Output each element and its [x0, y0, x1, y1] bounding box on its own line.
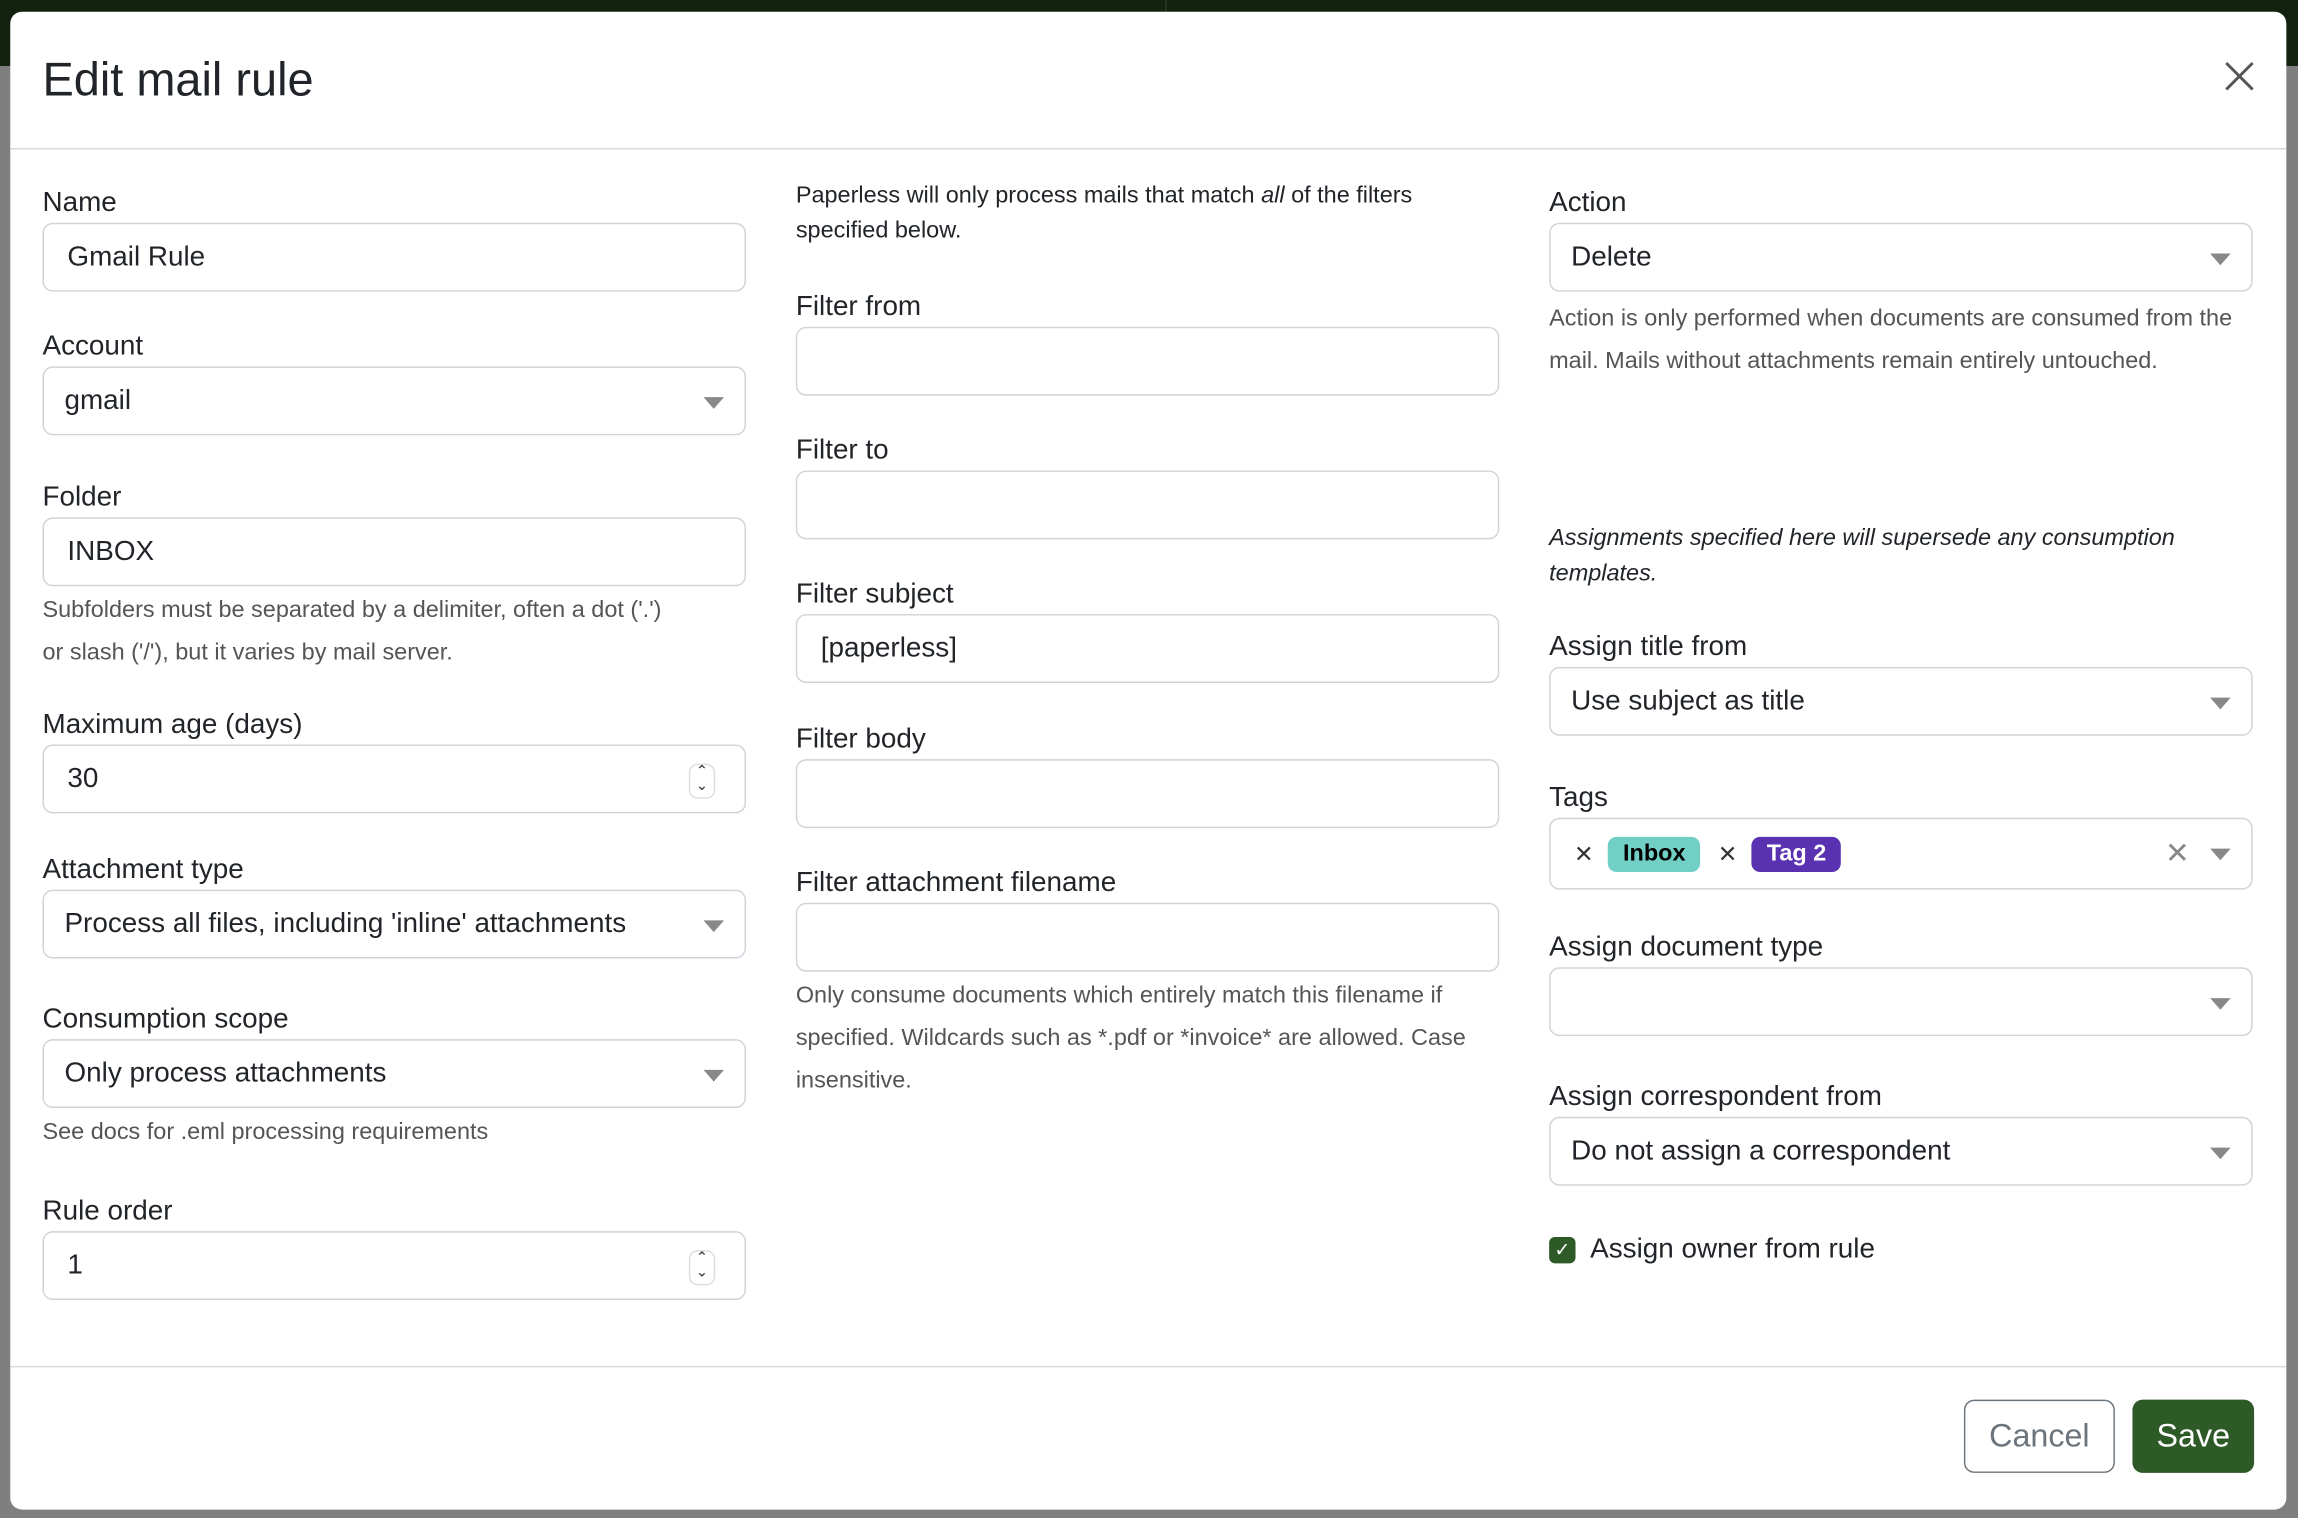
tags-select[interactable]: ✕ Inbox ✕ Tag 2 ✕: [1549, 817, 2253, 890]
max-age-input[interactable]: 30 ⌃ ⌄: [42, 744, 746, 814]
filter-attachment-field: Filter attachment filename Only consume …: [795, 865, 1500, 1102]
assign-title-value: Use subject as title: [1571, 685, 1805, 716]
folder-label: Folder: [42, 482, 122, 513]
modal-header: Edit mail rule: [10, 12, 2287, 150]
assignments-note: Assignments specified here will supersed…: [1549, 526, 2175, 587]
stepper-icon[interactable]: ⌃ ⌄: [688, 763, 716, 799]
filters-intro: Paperless will only process mails that m…: [796, 179, 1499, 249]
correspondent-field: Assign correspondent from Do not assign …: [1549, 1079, 2253, 1186]
name-input[interactable]: Gmail Rule: [42, 222, 746, 292]
consumption-scope-label: Consumption scope: [42, 1003, 289, 1035]
folder-help-line: or slash ('/'), but it varies by mail se…: [42, 640, 453, 666]
tags-field: Tags ✕ Inbox ✕ Tag 2 ✕: [1549, 780, 2253, 890]
max-age-label: Maximum age (days): [42, 709, 303, 741]
close-icon[interactable]: [2222, 59, 2257, 94]
tags-label: Tags: [1549, 782, 1608, 814]
modal-footer: Cancel Save: [10, 1365, 2287, 1511]
name-field: Name Gmail Rule: [42, 185, 746, 292]
rule-order-label: Rule order: [42, 1195, 173, 1227]
account-value: gmail: [64, 384, 132, 416]
stepper-icon[interactable]: ⌃ ⌄: [688, 1250, 716, 1286]
action-help: Action is only performed when documents …: [1549, 306, 2233, 374]
folder-help-line: Subfolders must be separated by a delimi…: [42, 597, 662, 623]
attachment-type-value: Process all files, including 'inline' at…: [64, 907, 627, 939]
consumption-scope-select[interactable]: Only process attachments: [42, 1039, 746, 1108]
caret-down-icon: [703, 1069, 725, 1082]
action-value: Delete: [1571, 241, 1652, 272]
assign-title-label: Assign title from: [1549, 631, 1748, 663]
doc-type-field: Assign document type: [1549, 929, 2253, 1037]
consumption-scope-field: Consumption scope Only process attachmen…: [42, 1001, 746, 1153]
intro-text: of the filters specified below.: [795, 183, 1413, 244]
intro-emphasis: all: [1261, 183, 1285, 209]
filter-subject-label: Filter subject: [795, 578, 954, 610]
filter-subject-input[interactable]: [paperless]: [795, 614, 1500, 683]
account-label: Account: [42, 331, 144, 363]
checkmark-icon[interactable]: ✓: [1549, 1236, 1576, 1264]
rule-order-input[interactable]: 1 ⌃ ⌄: [42, 1231, 746, 1300]
assign-title-field: Assign title from Use subject as title: [1549, 629, 2253, 736]
assign-owner-label: Assign owner from rule: [1590, 1234, 1875, 1265]
caret-down-icon: [703, 920, 725, 933]
action-select[interactable]: Delete: [1549, 222, 2253, 292]
filter-attachment-help: Only consume documents which entirely ma…: [795, 983, 1466, 1094]
max-age-value: 30: [67, 762, 99, 794]
edit-mail-rule-dialog: Edit mail rule Name Gmail Rule Account g…: [10, 11, 2287, 1511]
filter-to-label: Filter to: [795, 435, 889, 467]
name-label: Name: [42, 187, 117, 219]
correspondent-value: Do not assign a correspondent: [1571, 1135, 1951, 1166]
attachment-type-select[interactable]: Process all files, including 'inline' at…: [42, 889, 746, 959]
caret-down-icon: [703, 397, 725, 409]
caret-down-icon: [2210, 253, 2231, 266]
attachment-type-field: Attachment type Process all files, inclu…: [42, 852, 746, 959]
filter-attachment-input[interactable]: [795, 902, 1500, 972]
filter-body-input[interactable]: [795, 759, 1500, 829]
correspondent-label: Assign correspondent from: [1549, 1081, 1882, 1113]
attachment-type-label: Attachment type: [42, 854, 244, 886]
filter-from-field: Filter from: [795, 289, 1500, 396]
filter-attachment-label: Filter attachment filename: [795, 867, 1117, 899]
filter-to-input[interactable]: [795, 470, 1500, 540]
folder-input[interactable]: INBOX: [42, 517, 746, 587]
remove-tag-icon[interactable]: ✕: [1574, 841, 1594, 867]
caret-down-icon: [2210, 697, 2231, 710]
filter-subject-field: Filter subject [paperless]: [795, 576, 1500, 683]
filter-body-label: Filter body: [795, 724, 926, 755]
folder-help: Subfolders must be separated by a delimi…: [43, 589, 746, 674]
filter-from-label: Filter from: [795, 291, 922, 323]
rule-order-value: 1: [67, 1249, 83, 1281]
folder-field: Folder INBOX Subfolders must be separate…: [42, 479, 746, 674]
caret-down-icon[interactable]: [2210, 848, 2231, 861]
account-select[interactable]: gmail: [42, 366, 746, 436]
correspondent-select[interactable]: Do not assign a correspondent: [1549, 1116, 2253, 1186]
consumption-scope-value: Only process attachments: [64, 1057, 387, 1089]
account-field: Account gmail: [42, 328, 746, 436]
clear-all-icon[interactable]: ✕: [2165, 838, 2190, 871]
action-field: Action Delete Action is only performed w…: [1549, 185, 2253, 383]
action-label: Action: [1549, 187, 1627, 219]
tag-tag-2: Tag 2: [1752, 836, 1841, 872]
intro-text: Paperless will only process mails that m…: [795, 183, 1262, 209]
rule-order-field: Rule order 1 ⌃ ⌄: [42, 1193, 746, 1300]
caret-down-icon: [2210, 1147, 2231, 1160]
filter-to-field: Filter to: [795, 432, 1500, 540]
max-age-field: Maximum age (days) 30 ⌃ ⌄: [42, 706, 746, 814]
doc-type-select[interactable]: [1549, 967, 2253, 1037]
tag-inbox: Inbox: [1608, 836, 1701, 872]
caret-down-icon: [2210, 998, 2231, 1010]
cancel-button[interactable]: Cancel: [1963, 1399, 2115, 1473]
assign-owner-checkbox[interactable]: ✓ Assign owner from rule: [1549, 1234, 1875, 1266]
filter-body-field: Filter body: [795, 721, 1500, 829]
remove-tag-icon[interactable]: ✕: [1717, 841, 1738, 867]
modal-title: Edit mail rule: [42, 52, 314, 106]
filter-from-input[interactable]: [795, 326, 1500, 396]
save-button[interactable]: Save: [2132, 1399, 2255, 1473]
doc-type-label: Assign document type: [1549, 932, 1824, 963]
assign-title-select[interactable]: Use subject as title: [1549, 666, 2253, 736]
consumption-scope-help: See docs for .eml processing requirement…: [42, 1119, 489, 1145]
